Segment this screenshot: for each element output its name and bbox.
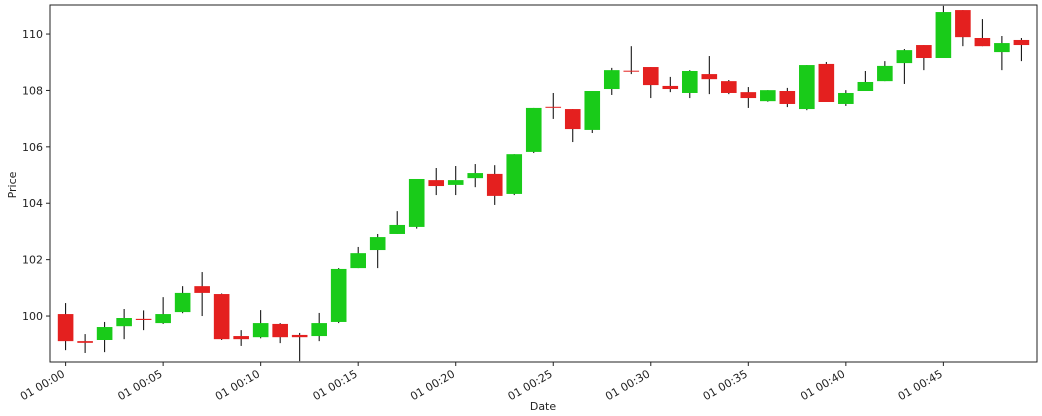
x-tick-label: 01 00:00 (18, 367, 67, 403)
candle-body (681, 70, 698, 93)
candle-body (330, 268, 347, 322)
candle-body (955, 10, 971, 38)
y-tick-label: 104 (22, 197, 43, 210)
candle-body (545, 106, 562, 108)
candle-body (272, 323, 288, 338)
candle-body (1013, 39, 1030, 46)
candle-body (506, 154, 523, 194)
candle-body (642, 67, 659, 86)
candle-body (408, 178, 425, 227)
candle-body (77, 341, 93, 343)
candle-body (447, 180, 464, 185)
y-tick-label: 100 (22, 310, 43, 323)
x-tick-label: 01 00:15 (311, 367, 360, 403)
candle-body (467, 173, 484, 179)
candle-body (564, 109, 581, 130)
y-tick-label: 110 (22, 28, 43, 41)
candle-body (662, 85, 679, 90)
candle-body (760, 90, 776, 102)
candle-body (623, 70, 640, 72)
candle-body (135, 318, 152, 320)
candle-body (935, 12, 952, 59)
candle-body (369, 237, 386, 251)
candle-body (818, 63, 835, 103)
candle-body (916, 45, 932, 59)
x-tick-label: 01 00:20 (408, 367, 457, 403)
candle-body (701, 74, 718, 80)
candle-body (428, 180, 445, 187)
candle-body (155, 314, 171, 324)
candle-body (877, 65, 893, 82)
candle-body (603, 70, 620, 90)
candle-body (525, 107, 542, 152)
candle-body (974, 37, 991, 47)
candle-body (96, 327, 113, 341)
candle-body (779, 91, 796, 104)
candle-body (838, 92, 854, 104)
candle-body (252, 323, 269, 338)
candle-body (389, 224, 406, 234)
x-tick-label: 01 00:45 (896, 367, 945, 403)
candle-body (857, 81, 874, 92)
y-tick-label: 108 (22, 84, 43, 97)
candle-body (799, 65, 815, 110)
candle-body (311, 323, 327, 337)
candle-body (896, 50, 913, 64)
x-tick-label: 01 00:25 (506, 367, 555, 403)
candle-body (174, 292, 191, 313)
x-axis-label: Date (530, 400, 557, 413)
candle-body (194, 286, 210, 293)
candle-body (57, 314, 74, 342)
candle-body (350, 253, 366, 269)
candle-body (233, 336, 249, 340)
candle-body (291, 334, 308, 338)
x-tick-label: 01 00:40 (798, 367, 847, 403)
candle-body (116, 318, 132, 327)
x-tick-label: 01 00:05 (116, 367, 165, 403)
x-tick-label: 01 00:10 (213, 367, 262, 403)
y-axis-label: Price (6, 171, 19, 198)
candle-body (213, 294, 230, 340)
x-tick-label: 01 00:35 (701, 367, 750, 403)
y-tick-label: 106 (22, 141, 43, 154)
candle-body (486, 173, 503, 196)
candle-body (740, 92, 757, 99)
plot-frame (49, 4, 1038, 363)
x-tick-label: 01 00:30 (603, 367, 652, 403)
y-tick-label: 102 (22, 254, 43, 267)
candle-body (994, 43, 1010, 53)
candle-body (584, 91, 601, 130)
candle-body (721, 81, 737, 93)
